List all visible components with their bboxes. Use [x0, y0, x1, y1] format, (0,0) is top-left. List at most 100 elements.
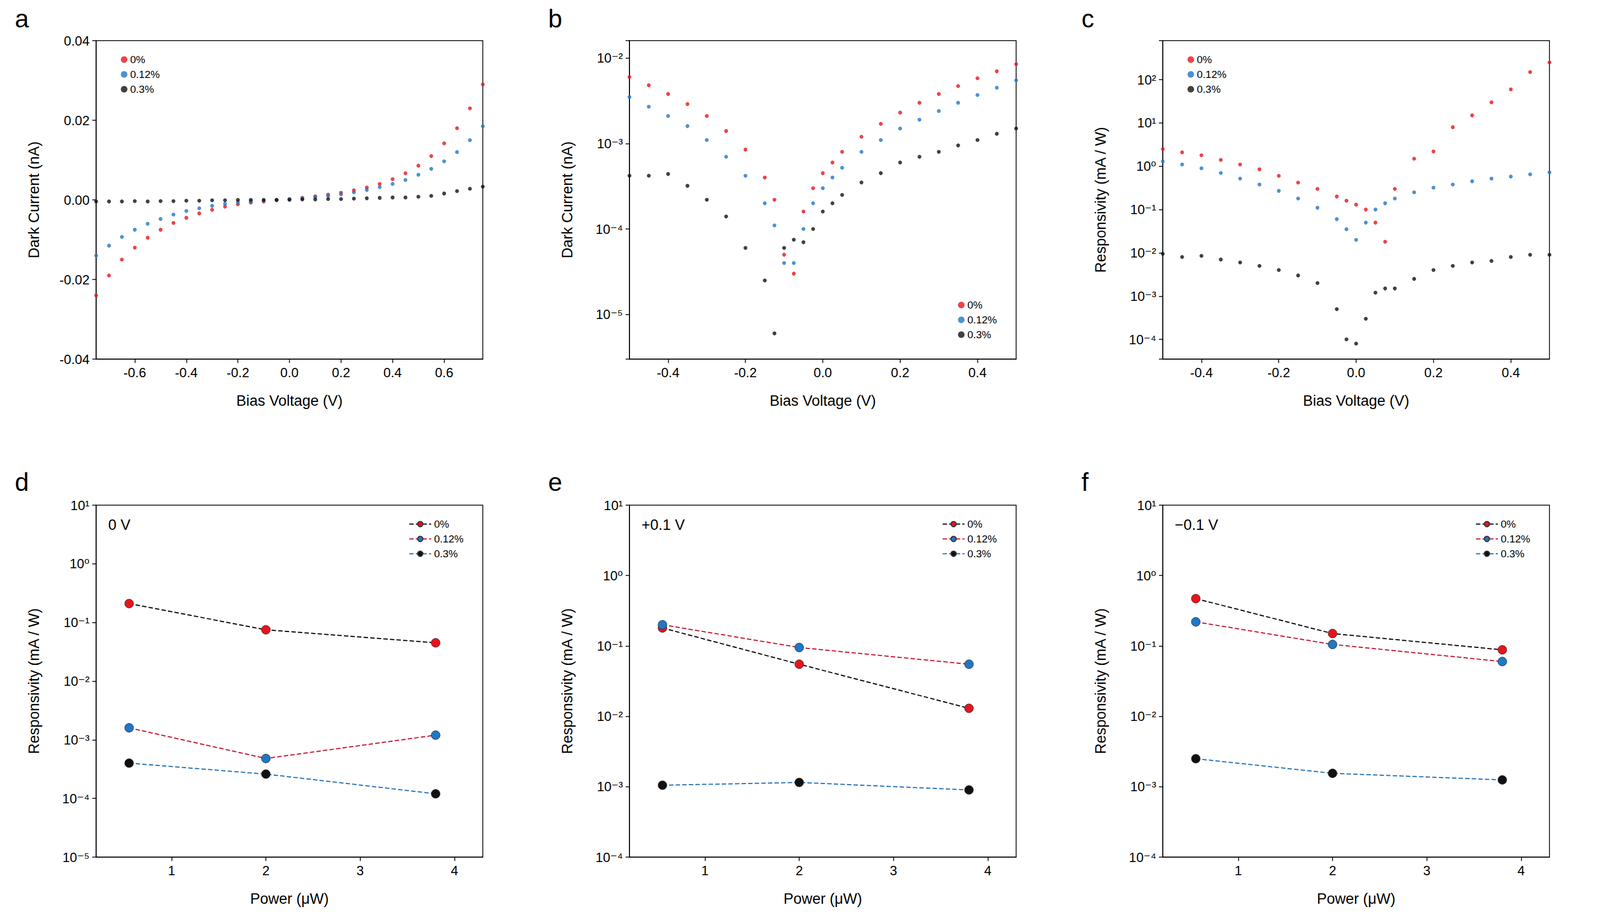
svg-text:10¹: 10¹: [1136, 115, 1157, 131]
svg-text:0.2: 0.2: [890, 365, 910, 381]
svg-text:b: b: [548, 4, 563, 33]
svg-text:4: 4: [450, 863, 459, 879]
svg-text:a: a: [14, 4, 30, 33]
svg-text:10⁻²: 10⁻²: [63, 673, 90, 689]
svg-text:10¹: 10¹: [1136, 498, 1157, 514]
svg-text:0.12%: 0.12%: [433, 533, 464, 545]
svg-text:10⁻¹: 10⁻¹: [1130, 202, 1157, 217]
svg-text:0.12%: 0.12%: [130, 68, 160, 81]
svg-text:Dark Current (nA): Dark Current (nA): [25, 141, 43, 259]
svg-text:Bias Voltage (V): Bias Voltage (V): [769, 392, 877, 410]
svg-text:4: 4: [1517, 863, 1525, 879]
svg-text:-0.4: -0.4: [175, 365, 198, 381]
svg-text:0.04: 0.04: [63, 33, 90, 49]
svg-text:1: 1: [701, 863, 709, 879]
svg-text:10⁰: 10⁰: [69, 556, 90, 572]
svg-text:3: 3: [889, 863, 897, 879]
svg-text:3: 3: [1423, 863, 1431, 879]
svg-text:10⁻³: 10⁻³: [63, 732, 90, 748]
svg-text:0.3%: 0.3%: [433, 548, 458, 560]
svg-text:10⁻⁴: 10⁻⁴: [1128, 332, 1157, 348]
svg-text:0%: 0%: [433, 518, 450, 531]
svg-text:c: c: [1081, 4, 1095, 33]
svg-text:0.3%: 0.3%: [130, 83, 154, 96]
svg-text:-0.2: -0.2: [1267, 365, 1291, 381]
svg-text:0.6: 0.6: [435, 365, 454, 381]
svg-text:+0.1 V: +0.1 V: [641, 516, 685, 534]
svg-text:Responsivity (mA / W): Responsivity (mA / W): [25, 608, 43, 755]
svg-text:10⁰: 10⁰: [1136, 158, 1157, 174]
svg-text:0.12%: 0.12%: [967, 533, 997, 545]
svg-text:10¹: 10¹: [603, 498, 623, 514]
svg-text:10⁻⁴: 10⁻⁴: [595, 850, 623, 866]
svg-text:Responsivity (mA / W): Responsivity (mA / W): [1092, 608, 1109, 755]
svg-text:0%: 0%: [130, 53, 146, 66]
svg-text:4: 4: [984, 863, 992, 879]
svg-text:0.4: 0.4: [383, 365, 402, 381]
svg-text:10¹: 10¹: [70, 498, 90, 514]
svg-text:-0.02: -0.02: [59, 272, 90, 288]
svg-text:0.12%: 0.12%: [1196, 68, 1227, 81]
svg-text:Power (μW): Power (μW): [249, 890, 329, 908]
svg-text:0 V: 0 V: [108, 516, 131, 534]
svg-text:0.00: 0.00: [63, 192, 90, 208]
svg-text:-0.4: -0.4: [656, 365, 680, 381]
svg-text:-0.04: -0.04: [59, 352, 90, 367]
svg-text:10²: 10²: [1136, 72, 1157, 88]
svg-text:2: 2: [795, 863, 803, 879]
svg-text:10⁻⁴: 10⁻⁴: [1128, 850, 1157, 866]
svg-text:-0.2: -0.2: [734, 365, 757, 381]
svg-text:0%: 0%: [1500, 518, 1516, 531]
svg-text:Responsivity (mA / W): Responsivity (mA / W): [559, 608, 576, 755]
svg-text:10⁻⁵: 10⁻⁵: [62, 850, 90, 866]
svg-text:-0.2: -0.2: [226, 365, 249, 381]
svg-text:e: e: [548, 467, 563, 497]
svg-text:2: 2: [1328, 863, 1336, 879]
svg-text:Power (μW): Power (μW): [1316, 890, 1396, 908]
svg-text:10⁻²: 10⁻²: [597, 50, 623, 66]
svg-text:0%: 0%: [967, 299, 983, 311]
svg-text:10⁻²: 10⁻²: [1130, 709, 1157, 724]
svg-text:10⁻¹: 10⁻¹: [1130, 638, 1157, 654]
svg-text:10⁻³: 10⁻³: [1130, 779, 1157, 795]
svg-text:0.3%: 0.3%: [967, 548, 991, 560]
svg-text:10⁻²: 10⁻²: [1130, 245, 1157, 261]
svg-text:0.2: 0.2: [1424, 365, 1443, 381]
svg-text:−0.1 V: −0.1 V: [1174, 516, 1219, 534]
svg-text:0.2: 0.2: [331, 365, 350, 381]
svg-text:10⁻⁴: 10⁻⁴: [62, 791, 90, 807]
svg-text:d: d: [14, 467, 30, 497]
svg-text:0.12%: 0.12%: [1500, 533, 1531, 545]
svg-text:Bias Voltage (V): Bias Voltage (V): [236, 392, 343, 410]
svg-text:10⁻¹: 10⁻¹: [597, 638, 623, 654]
svg-text:0.4: 0.4: [968, 365, 987, 381]
svg-text:10⁻⁴: 10⁻⁴: [595, 221, 623, 237]
svg-text:0.0: 0.0: [1346, 365, 1365, 381]
svg-text:1: 1: [1234, 863, 1242, 879]
svg-text:0.3%: 0.3%: [1196, 83, 1221, 96]
svg-text:10⁰: 10⁰: [1136, 568, 1157, 584]
svg-text:Bias Voltage (V): Bias Voltage (V): [1302, 392, 1410, 410]
svg-text:0.0: 0.0: [813, 365, 832, 381]
svg-text:10⁻³: 10⁻³: [597, 136, 623, 152]
svg-text:0%: 0%: [1196, 53, 1213, 66]
svg-text:3: 3: [356, 863, 364, 879]
svg-text:0.02: 0.02: [63, 113, 90, 128]
svg-text:Dark Current (nA): Dark Current (nA): [559, 141, 576, 259]
svg-text:0.0: 0.0: [280, 365, 299, 381]
svg-text:0.4: 0.4: [1501, 365, 1520, 381]
svg-text:10⁻³: 10⁻³: [597, 779, 623, 795]
svg-text:Power (μW): Power (μW): [783, 890, 862, 908]
svg-text:10⁻³: 10⁻³: [1130, 288, 1157, 304]
svg-text:-0.4: -0.4: [1190, 365, 1213, 381]
svg-text:Responsivity (mA / W): Responsivity (mA / W): [1092, 126, 1109, 273]
svg-text:1: 1: [168, 863, 176, 879]
svg-text:0%: 0%: [967, 518, 983, 531]
svg-text:-0.6: -0.6: [123, 365, 147, 381]
svg-text:0.3%: 0.3%: [1500, 548, 1525, 560]
svg-text:f: f: [1081, 467, 1089, 497]
svg-text:2: 2: [261, 863, 270, 879]
svg-text:10⁻²: 10⁻²: [597, 709, 623, 724]
svg-text:0.3%: 0.3%: [967, 329, 991, 341]
svg-text:10⁻⁵: 10⁻⁵: [595, 307, 623, 322]
